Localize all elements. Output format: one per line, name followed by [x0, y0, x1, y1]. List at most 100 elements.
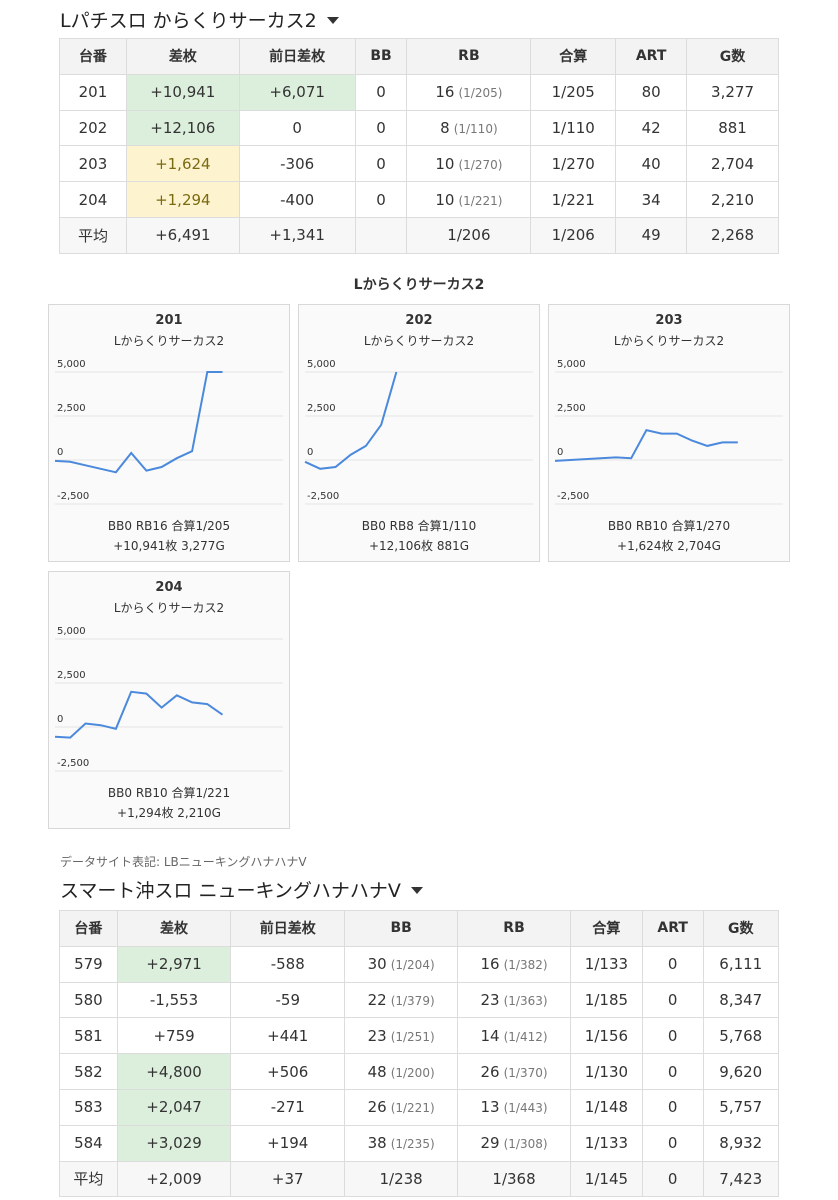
header-machine-no: 台番: [59, 38, 127, 75]
y-tick-label: 0: [307, 447, 313, 458]
graph-model-name: Lからくりサーカス2: [363, 334, 475, 348]
bb-count: 26: [367, 1098, 387, 1117]
machine-no: 579: [59, 945, 118, 983]
header-games: G数: [702, 910, 780, 947]
y-tick-label: 5,000: [557, 359, 586, 370]
art-cell: 0: [641, 1124, 704, 1162]
y-tick-label: 5,000: [57, 626, 86, 637]
table-row[interactable]: 204 +1,294 -400 0 10 (1/221) 1/221 34 2,2…: [59, 181, 779, 218]
graph-card-203[interactable]: 203 Lからくりサーカス2 5,000 2,500 0 -2,500 BB0 RB1…: [548, 304, 790, 562]
table-header-row: 台番 差枚 前日差枚 BB RB 合算 ART G数: [59, 38, 779, 75]
rb-count: 26: [480, 1062, 500, 1081]
rb-rate: (1/308): [503, 1137, 548, 1152]
table-row[interactable]: 582 +4,800 +506 48 (1/200) 26 (1/370) 1/13…: [59, 1053, 780, 1090]
table-row[interactable]: 580 -1,553 -59 22 (1/379) 23 (1/363) 1/185…: [59, 981, 780, 1019]
graph-svg: 5,000 2,500 0 -2,500: [54, 359, 283, 505]
model-selector[interactable]: Lパチスロ からくりサーカス2: [60, 6, 339, 33]
bb-rate: (1/204): [390, 958, 435, 973]
header-bb: BB: [344, 910, 459, 947]
y-tick-label: 2,500: [557, 403, 586, 414]
table-row[interactable]: 584 +3,029 +194 38 (1/235) 29 (1/308) 1/13…: [59, 1124, 780, 1162]
rb-count: 10: [435, 190, 455, 209]
header-machine-no: 台番: [59, 910, 118, 947]
series-line: [54, 690, 224, 739]
header-art: ART: [615, 38, 688, 75]
graph-machine-no: 203: [655, 313, 683, 328]
rb-count: 29: [480, 1134, 500, 1153]
rb-count: 23: [480, 990, 500, 1009]
diff-cell: -1,553: [116, 981, 232, 1019]
y-tick-label: 0: [557, 447, 563, 458]
model-selector[interactable]: スマート沖スロ ニューキングハナハナV: [60, 876, 423, 903]
diff-cell: +4,800: [116, 1053, 232, 1090]
games-cell: 8,932: [702, 1124, 780, 1162]
games-cell: 3,277: [686, 73, 779, 111]
rb-cell: 13 (1/443): [457, 1088, 571, 1126]
header-total: 合算: [569, 910, 643, 947]
games-cell: 9,620: [702, 1053, 780, 1090]
chevron-down-icon: [410, 887, 423, 894]
total-cell: 1/110: [530, 109, 617, 147]
machine-no: 202: [59, 109, 127, 147]
art-cell: 0: [641, 1088, 704, 1126]
graph-summary-bonus: BB0 RB8 合算1/110: [361, 519, 477, 533]
games-cell: 8,347: [702, 981, 780, 1019]
y-tick-label: 2,500: [57, 403, 86, 414]
header-art: ART: [641, 910, 704, 947]
y-tick-label: 2,500: [57, 670, 86, 681]
bb-count: 30: [367, 955, 387, 974]
bb-cell: 22 (1/379): [344, 981, 459, 1019]
rb-rate: (1/443): [503, 1101, 548, 1116]
bb-rate: (1/251): [390, 1029, 435, 1044]
table-row[interactable]: 583 +2,047 -271 26 (1/221) 13 (1/443) 1/14…: [59, 1088, 780, 1126]
bb-cell: 0: [354, 73, 408, 111]
rb-cell: 14 (1/412): [457, 1017, 571, 1055]
graph-card-204[interactable]: 204 Lからくりサーカス2 5,000 2,500 0 -2,500 BB0 RB1…: [48, 571, 290, 829]
rb-rate: (1/412): [503, 1029, 548, 1044]
graph-card-202[interactable]: 202 Lからくりサーカス2 5,000 2,500 0 -2,500 BB0 RB8…: [298, 304, 540, 562]
graph-card-201[interactable]: 201 Lからくりサーカス2 5,000 2,500 0 -2,500 BB0 RB1…: [48, 304, 290, 562]
prev-diff-cell: +506: [230, 1053, 346, 1090]
art-cell: 0: [641, 1053, 704, 1090]
avg-bb: [354, 216, 408, 254]
total-cell: 1/270: [530, 145, 617, 183]
rb-count: 16: [435, 83, 455, 102]
total-cell: 1/185: [569, 981, 643, 1019]
total-cell: 1/133: [569, 1124, 643, 1162]
graph-summary-result: +1,294枚 2,210G: [117, 806, 221, 820]
graph-model-name: Lからくりサーカス2: [113, 601, 225, 615]
average-row: 平均 +2,009 +37 1/238 1/368 1/145 0 7,423: [59, 1160, 780, 1198]
results-table-karakuri: 台番 差枚 前日差枚 BB RB 合算 ART G数 201 +10,941 +…: [59, 38, 779, 254]
bb-cell: 0: [354, 181, 408, 218]
avg-games: 2,268: [686, 216, 779, 254]
prev-diff-cell: +6,071: [238, 73, 356, 111]
art-cell: 80: [615, 73, 688, 111]
graph-svg: 5,000 2,500 0 -2,500: [554, 359, 783, 505]
bb-cell: 26 (1/221): [344, 1088, 459, 1126]
bb-rate: (1/235): [390, 1137, 435, 1152]
y-tick-label: -2,500: [57, 491, 89, 502]
header-rb: RB: [457, 910, 571, 947]
rb-count: 14: [480, 1026, 500, 1045]
diff-cell: +10,941: [125, 73, 240, 111]
header-prev-diff: 前日差枚: [238, 38, 356, 75]
bb-count: 38: [367, 1134, 387, 1153]
table-row[interactable]: 203 +1,624 -306 0 10 (1/270) 1/270 40 2,7…: [59, 145, 779, 183]
graph-summary-bonus: BB0 RB10 合算1/221: [107, 786, 231, 800]
bb-cell: 30 (1/204): [344, 945, 459, 983]
graph-machine-no: 201: [155, 313, 183, 328]
rb-count: 10: [435, 154, 455, 173]
bb-cell: 0: [354, 145, 408, 183]
rb-count: 16: [480, 955, 500, 974]
rb-rate: (1/110): [453, 121, 498, 136]
bb-count: 48: [367, 1062, 387, 1081]
graph-svg: 5,000 2,500 0 -2,500: [304, 359, 533, 505]
table-row[interactable]: 581 +759 +441 23 (1/251) 14 (1/412) 1/156 …: [59, 1017, 780, 1055]
bb-count: 22: [367, 990, 387, 1009]
table-row[interactable]: 202 +12,106 0 0 8 (1/110) 1/110 42 881: [59, 109, 779, 147]
table-row[interactable]: 579 +2,971 -588 30 (1/204) 16 (1/382) 1/13…: [59, 945, 780, 983]
table-row[interactable]: 201 +10,941 +6,071 0 16 (1/205) 1/205 80 …: [59, 73, 779, 111]
header-bb: BB: [354, 38, 408, 75]
games-cell: 6,111: [702, 945, 780, 983]
avg-games: 7,423: [702, 1160, 780, 1198]
